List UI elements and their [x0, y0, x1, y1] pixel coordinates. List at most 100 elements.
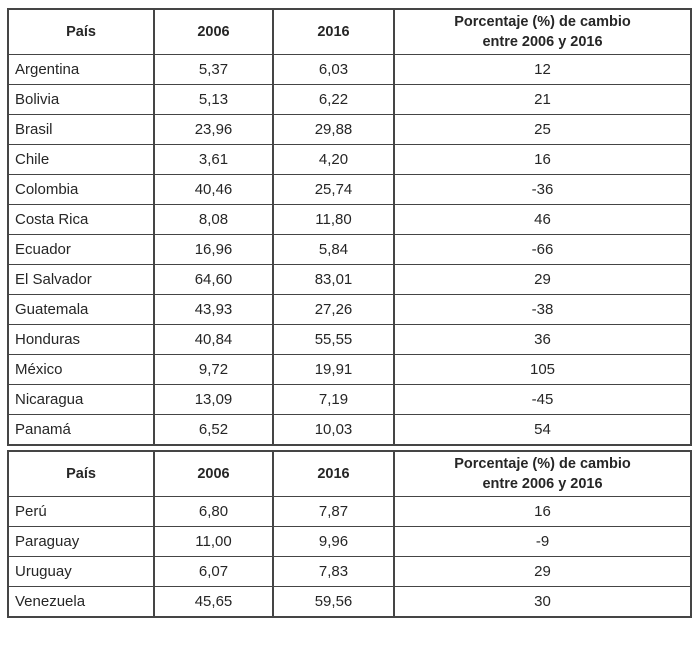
cell-cambio: 46 — [393, 204, 692, 235]
table-row: Nicaragua 13,09 7,19 -45 — [7, 384, 692, 415]
cell-2016: 59,56 — [272, 586, 395, 618]
cell-2006: 23,96 — [153, 114, 274, 145]
cell-cambio: -36 — [393, 174, 692, 205]
table-row: Guatemala 43,93 27,26 -38 — [7, 294, 692, 325]
cell-pais: Bolivia — [7, 84, 155, 115]
header-2016: 2016 — [272, 450, 395, 497]
table-row: El Salvador 64,60 83,01 29 — [7, 264, 692, 295]
cell-pais: Paraguay — [7, 526, 155, 557]
cell-pais: Perú — [7, 496, 155, 527]
cell-2016: 7,87 — [272, 496, 395, 527]
table-row: Argentina 5,37 6,03 12 — [7, 54, 692, 85]
header-2016: 2016 — [272, 8, 395, 55]
cell-cambio: 25 — [393, 114, 692, 145]
cell-cambio: 29 — [393, 264, 692, 295]
cell-2016: 10,03 — [272, 414, 395, 446]
table-row: Perú 6,80 7,87 16 — [7, 496, 692, 527]
header-cambio-line1: Porcentaje (%) de cambio — [454, 455, 631, 472]
table-row: Bolivia 5,13 6,22 21 — [7, 84, 692, 115]
cell-2016: 19,91 — [272, 354, 395, 385]
cell-2006: 45,65 — [153, 586, 274, 618]
cell-cambio: 16 — [393, 496, 692, 527]
cell-pais: Guatemala — [7, 294, 155, 325]
cell-2006: 6,07 — [153, 556, 274, 587]
table-row: Ecuador 16,96 5,84 -66 — [7, 234, 692, 265]
cell-cambio: 36 — [393, 324, 692, 355]
cell-2016: 5,84 — [272, 234, 395, 265]
cell-2006: 8,08 — [153, 204, 274, 235]
table-row: Chile 3,61 4,20 16 — [7, 144, 692, 175]
cell-2006: 40,84 — [153, 324, 274, 355]
cell-cambio: 16 — [393, 144, 692, 175]
header-2006: 2006 — [153, 8, 274, 55]
cell-2006: 13,09 — [153, 384, 274, 415]
cell-pais: Costa Rica — [7, 204, 155, 235]
cell-2006: 16,96 — [153, 234, 274, 265]
cell-pais: Honduras — [7, 324, 155, 355]
header-cambio: Porcentaje (%) de cambio entre 2006 y 201… — [393, 450, 692, 497]
cell-pais: Brasil — [7, 114, 155, 145]
cell-cambio: 105 — [393, 354, 692, 385]
cell-2016: 6,22 — [272, 84, 395, 115]
cell-2016: 11,80 — [272, 204, 395, 235]
cell-2006: 5,13 — [153, 84, 274, 115]
table-row: México 9,72 19,91 105 — [7, 354, 692, 385]
cell-2016: 4,20 — [272, 144, 395, 175]
header-pais: País — [7, 8, 155, 55]
cell-pais: Argentina — [7, 54, 155, 85]
cell-2016: 25,74 — [272, 174, 395, 205]
header-row: País 2006 2016 Porcentaje (%) de cambio e… — [7, 8, 692, 55]
table-row: Uruguay 6,07 7,83 29 — [7, 556, 692, 587]
table-row: Panamá 6,52 10,03 54 — [7, 414, 692, 446]
cell-pais: Ecuador — [7, 234, 155, 265]
cell-cambio: 29 — [393, 556, 692, 587]
cell-2006: 9,72 — [153, 354, 274, 385]
header-2006: 2006 — [153, 450, 274, 497]
country-table-part-1: País 2006 2016 Porcentaje (%) de cambio e… — [7, 8, 692, 446]
cell-cambio: 30 — [393, 586, 692, 618]
cell-cambio: -38 — [393, 294, 692, 325]
cell-pais: Venezuela — [7, 586, 155, 618]
cell-2016: 9,96 — [272, 526, 395, 557]
header-cambio: Porcentaje (%) de cambio entre 2006 y 201… — [393, 8, 692, 55]
header-cambio-line2: entre 2006 y 2016 — [482, 34, 603, 50]
cell-cambio: -66 — [393, 234, 692, 265]
cell-cambio: 12 — [393, 54, 692, 85]
header-row: País 2006 2016 Porcentaje (%) de cambio e… — [7, 450, 692, 497]
cell-cambio: -45 — [393, 384, 692, 415]
cell-2006: 6,80 — [153, 496, 274, 527]
cell-2006: 40,46 — [153, 174, 274, 205]
cell-2016: 29,88 — [272, 114, 395, 145]
cell-2016: 55,55 — [272, 324, 395, 355]
cell-2006: 6,52 — [153, 414, 274, 446]
cell-2006: 5,37 — [153, 54, 274, 85]
cell-2006: 43,93 — [153, 294, 274, 325]
table-row: Brasil 23,96 29,88 25 — [7, 114, 692, 145]
page: País 2006 2016 Porcentaje (%) de cambio e… — [7, 8, 692, 618]
header-cambio-line2: entre 2006 y 2016 — [482, 476, 603, 492]
cell-2016: 83,01 — [272, 264, 395, 295]
cell-pais: El Salvador — [7, 264, 155, 295]
cell-2016: 7,19 — [272, 384, 395, 415]
table-row: Venezuela 45,65 59,56 30 — [7, 586, 692, 618]
table-row: Paraguay 11,00 9,96 -9 — [7, 526, 692, 557]
table-row: Honduras 40,84 55,55 36 — [7, 324, 692, 355]
cell-2006: 64,60 — [153, 264, 274, 295]
cell-pais: México — [7, 354, 155, 385]
cell-pais: Uruguay — [7, 556, 155, 587]
cell-pais: Chile — [7, 144, 155, 175]
cell-2016: 27,26 — [272, 294, 395, 325]
cell-2006: 3,61 — [153, 144, 274, 175]
cell-cambio: 21 — [393, 84, 692, 115]
country-table-part-2: País 2006 2016 Porcentaje (%) de cambio e… — [7, 450, 692, 618]
cell-cambio: -9 — [393, 526, 692, 557]
table-row: Costa Rica 8,08 11,80 46 — [7, 204, 692, 235]
header-cambio-line1: Porcentaje (%) de cambio — [454, 13, 631, 30]
cell-pais: Nicaragua — [7, 384, 155, 415]
cell-2006: 11,00 — [153, 526, 274, 557]
cell-cambio: 54 — [393, 414, 692, 446]
cell-pais: Panamá — [7, 414, 155, 446]
cell-2016: 6,03 — [272, 54, 395, 85]
header-pais: País — [7, 450, 155, 497]
cell-2016: 7,83 — [272, 556, 395, 587]
